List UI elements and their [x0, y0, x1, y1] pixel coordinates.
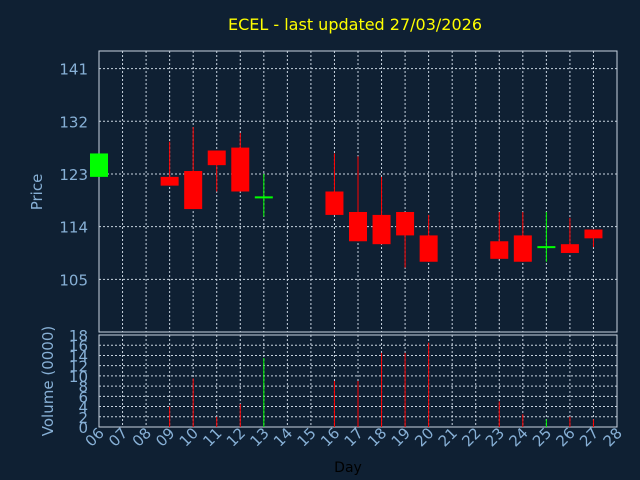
candle-body	[584, 229, 603, 239]
volume-tick-label: 2	[78, 409, 88, 427]
price-axis-label: Price	[28, 174, 46, 211]
x-tick-label: 10	[176, 424, 202, 450]
candle-body	[396, 211, 415, 236]
x-tick-label: 11	[199, 424, 225, 450]
x-tick-label: 24	[505, 424, 531, 450]
volume-tick-label: 4	[78, 399, 88, 417]
candle-body	[513, 235, 532, 262]
volume-tick-label: 6	[78, 388, 88, 406]
x-axis-label: Day	[334, 460, 362, 476]
candle-body	[490, 241, 509, 259]
x-tick-label: 16	[317, 424, 343, 450]
chart-title: ECEL - last updated 27/03/2026	[228, 15, 482, 34]
candle-body	[207, 150, 226, 166]
price-tick-label: 105	[59, 271, 88, 289]
candle-body	[372, 214, 391, 245]
volume-tick-label: 18	[69, 327, 88, 345]
x-tick-label: 18	[364, 424, 390, 450]
x-tick-label: 08	[129, 424, 155, 450]
x-tick-label: 19	[388, 424, 414, 450]
candle-body	[419, 235, 438, 262]
x-tick-label: 12	[223, 424, 249, 450]
volume-tick-label: 8	[78, 378, 88, 396]
volume-tick-label: 0	[78, 419, 88, 437]
volume-axis-label: Volume (0000)	[39, 326, 57, 436]
price-panel-frame	[98, 50, 618, 333]
x-tick-label: 22	[458, 424, 484, 450]
volume-tick-label: 14	[69, 347, 88, 365]
candle-body	[560, 244, 579, 253]
candle-body	[90, 153, 108, 177]
x-tick-label: 07	[105, 424, 131, 450]
price-tick-label: 114	[59, 219, 88, 237]
x-tick-label: 17	[341, 424, 367, 450]
candle-body	[160, 176, 179, 186]
x-tick-label: 14	[270, 424, 296, 450]
x-tick-label: 15	[294, 424, 320, 450]
volume-tick-label: 12	[69, 358, 88, 376]
x-tick-label: 26	[553, 424, 579, 450]
x-tick-label: 20	[411, 424, 437, 450]
candle-body	[184, 171, 203, 210]
candle-body	[325, 191, 344, 215]
x-tick-label: 21	[435, 424, 461, 450]
x-tick-label: 23	[482, 424, 508, 450]
x-tick-label: 09	[152, 424, 178, 450]
price-tick-label: 123	[59, 166, 88, 184]
candle-body	[349, 211, 367, 242]
price-tick-label: 141	[59, 61, 88, 79]
x-tick-label: 28	[600, 424, 626, 450]
volume-tick-label: 16	[69, 337, 88, 355]
candle-body	[231, 147, 250, 192]
price-tick-label: 132	[59, 113, 88, 131]
x-tick-label: 27	[576, 424, 602, 450]
volume-tick-label: 10	[69, 368, 88, 386]
x-tick-label: 25	[529, 424, 555, 450]
x-tick-label: 13	[246, 424, 272, 450]
